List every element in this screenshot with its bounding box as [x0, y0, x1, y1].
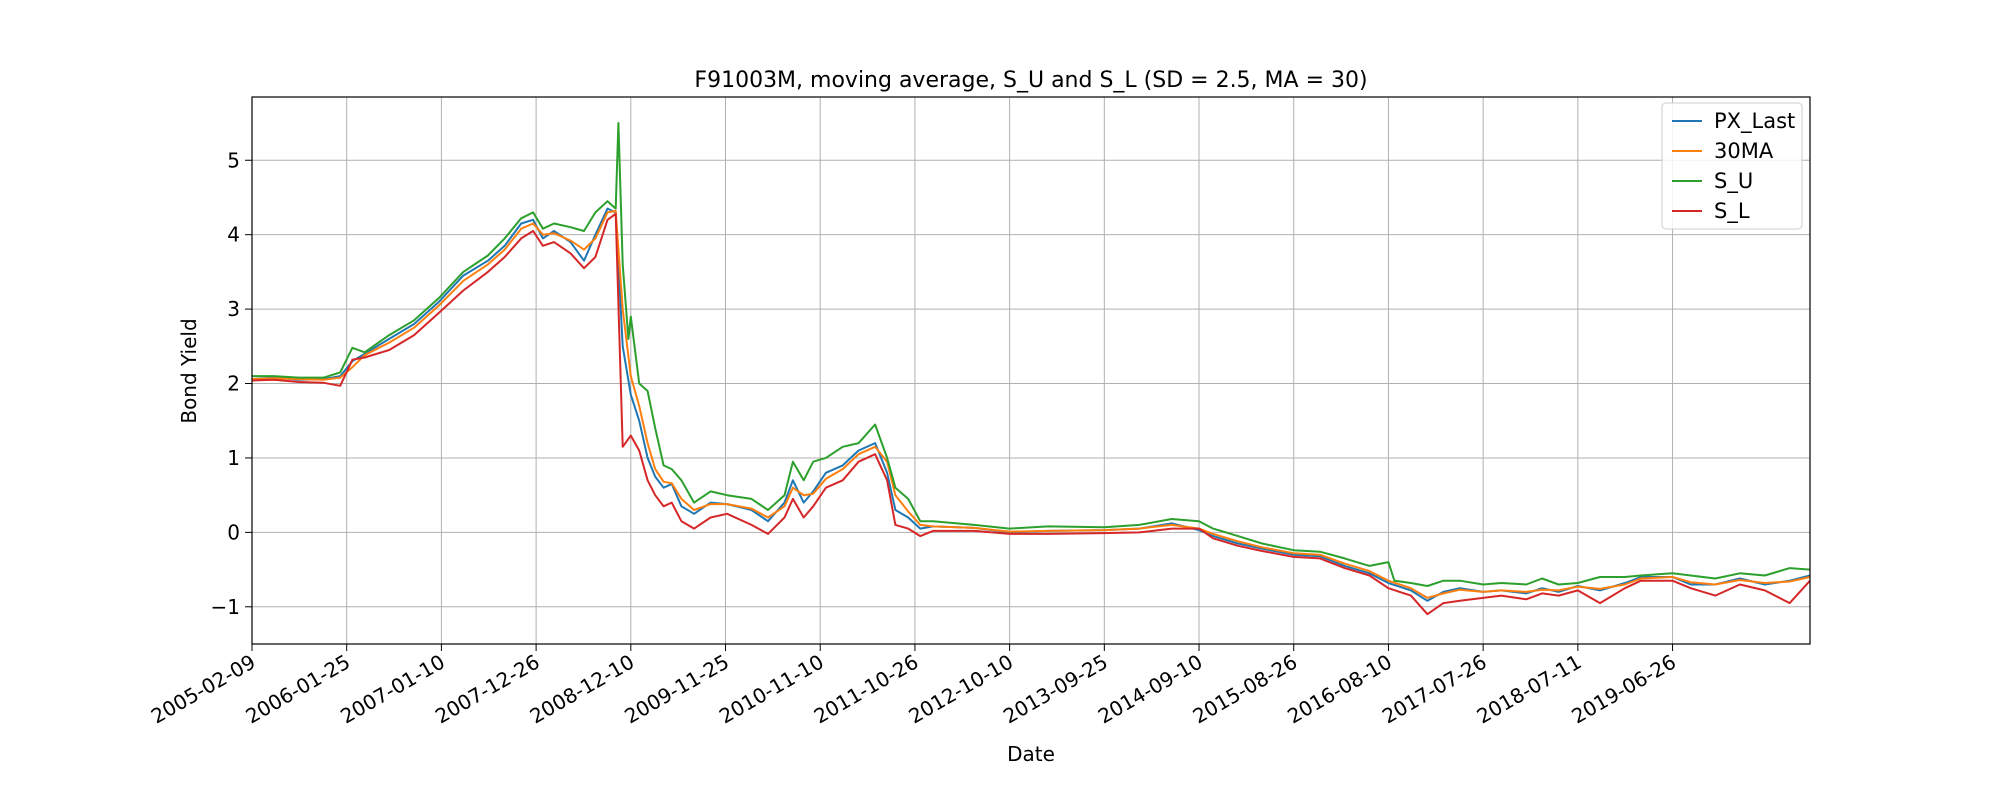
- legend-s-u-label: S_U: [1714, 169, 1753, 194]
- x-axis-title: Date: [1007, 742, 1055, 766]
- series-line-s-l: [251, 212, 1811, 616]
- series-lines: [251, 122, 1811, 616]
- y-tick-label: −1: [211, 595, 240, 619]
- series-line-30ma: [251, 209, 1811, 599]
- y-axis-title: Bond Yield: [177, 318, 201, 423]
- plot-frame: [251, 96, 1811, 645]
- legend-px-last-label: PX_Last: [1714, 109, 1795, 134]
- y-tick-label: 3: [227, 297, 240, 321]
- y-axis-ticks: −1 0 1 2 3 4 5: [211, 148, 252, 619]
- grid: [251, 97, 1810, 644]
- legend-30ma-label: 30MA: [1714, 139, 1774, 163]
- y-tick-label: 1: [227, 446, 240, 470]
- y-tick-label: 4: [227, 223, 240, 247]
- y-tick-label: 0: [227, 520, 240, 544]
- chart-title: F91003M, moving average, S_U and S_L (SD…: [694, 68, 1367, 93]
- y-tick-label: 2: [227, 372, 240, 396]
- legend: PX_Last 30MA S_U S_L: [1661, 102, 1803, 230]
- legend-box: [1661, 102, 1803, 230]
- series-line-s-u: [252, 122, 1811, 587]
- legend-s-l-label: S_L: [1714, 199, 1750, 224]
- y-tick-label: 5: [227, 148, 240, 172]
